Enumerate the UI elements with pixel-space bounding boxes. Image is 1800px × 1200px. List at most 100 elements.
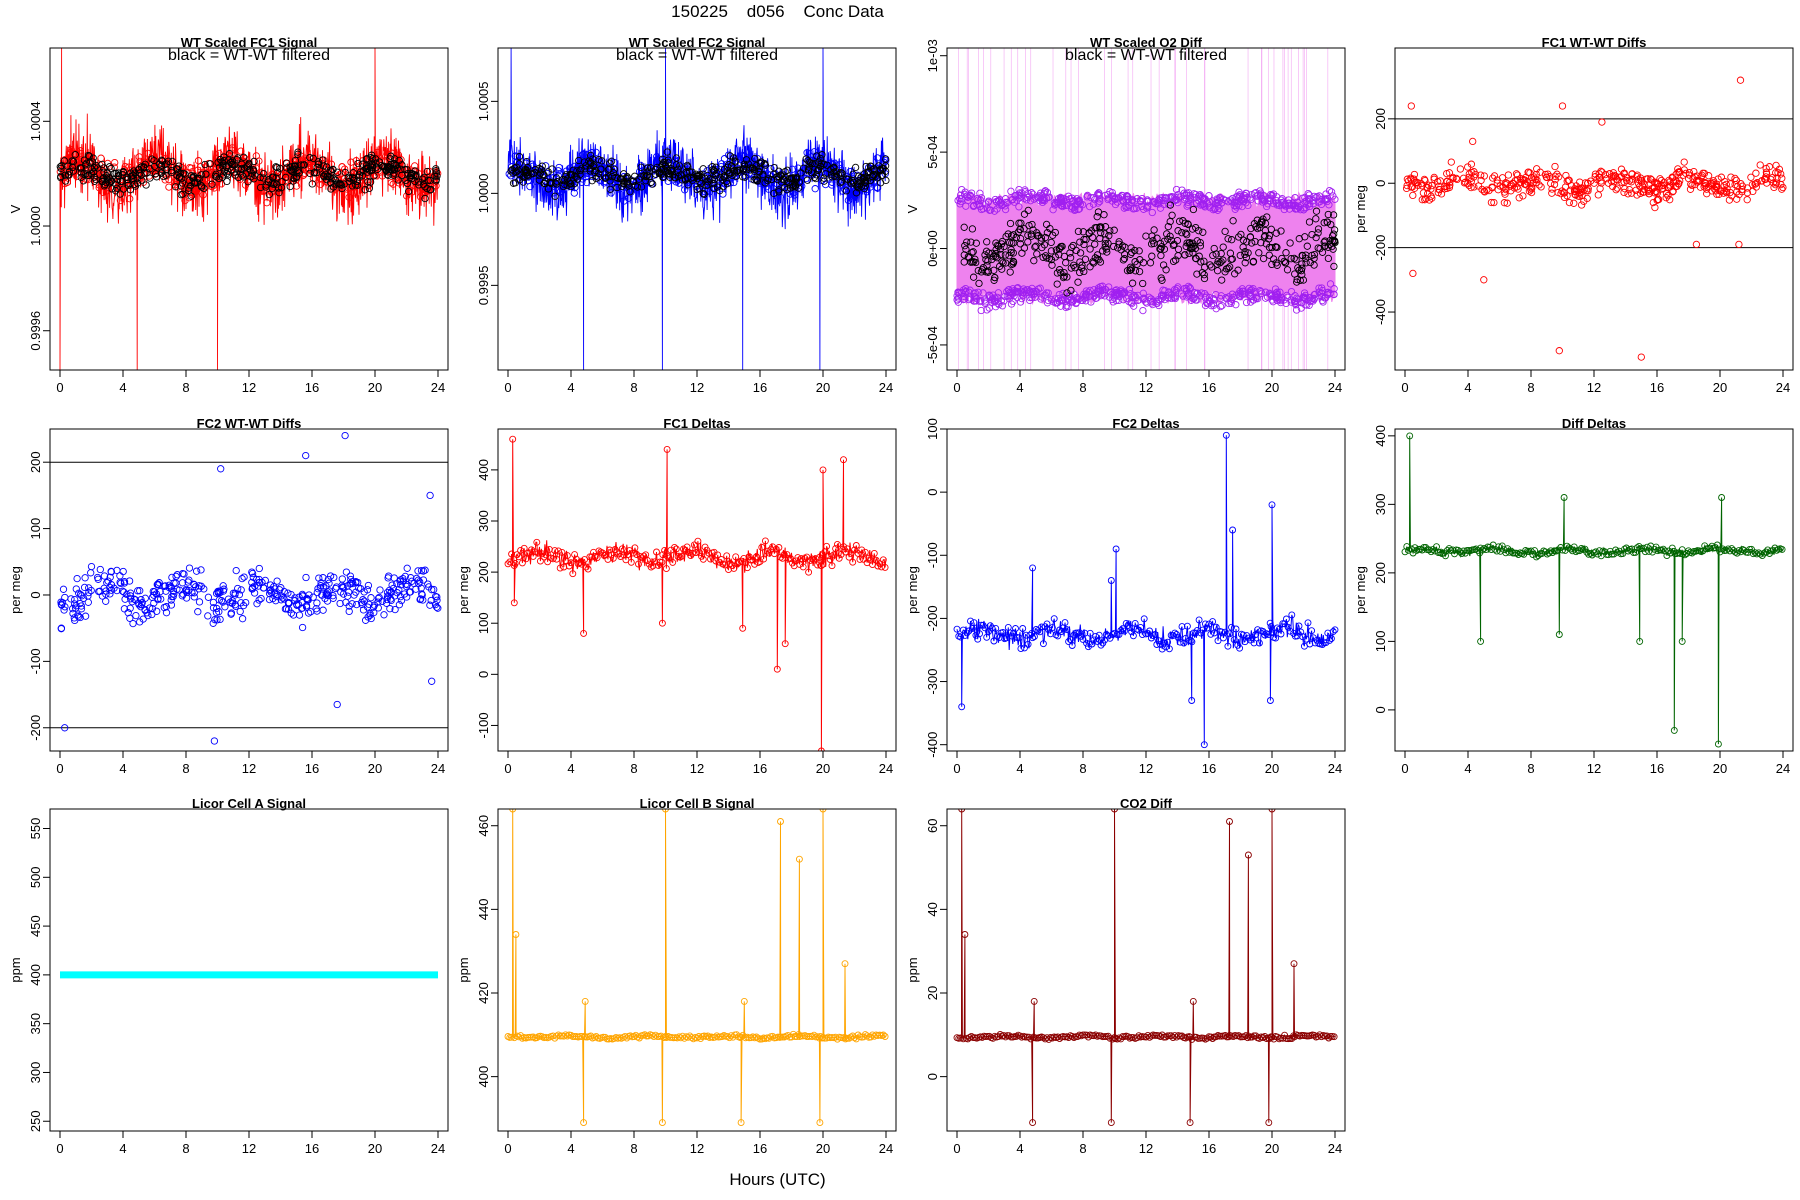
- data-point: [1073, 293, 1081, 302]
- data-point: [760, 555, 768, 563]
- data-point: [1505, 548, 1513, 556]
- data-point: [598, 157, 606, 165]
- data-point: [255, 157, 263, 165]
- y-tick-label: -400: [1373, 299, 1388, 325]
- data-point: [811, 159, 819, 168]
- data-point: [805, 158, 814, 166]
- data-point: [340, 180, 348, 188]
- data-point: [964, 253, 973, 261]
- data-point: [553, 555, 561, 563]
- y-tick-label: 100: [476, 612, 491, 634]
- y-tick-label: -200: [925, 605, 940, 631]
- data-point: [617, 553, 624, 560]
- data-point: [1299, 633, 1307, 641]
- data-point: [212, 173, 221, 181]
- data-point: [229, 589, 238, 597]
- data-point: [1547, 179, 1555, 188]
- data-point: [1117, 246, 1125, 254]
- data-point: [1043, 620, 1051, 628]
- data-point: [234, 165, 242, 173]
- data-point: [150, 162, 159, 171]
- data-point: [1205, 198, 1214, 206]
- data-point: [338, 575, 346, 583]
- data-point: [1214, 637, 1222, 645]
- data-point: [562, 171, 570, 179]
- data-point: [732, 553, 740, 561]
- data-point: [1163, 230, 1171, 238]
- chart-annotation: black = WT-WT filtered: [616, 47, 778, 64]
- data-point: [1229, 217, 1237, 225]
- data-point: [640, 172, 648, 180]
- data-point: [653, 548, 660, 556]
- data-point: [1004, 230, 1012, 238]
- data-point: [1312, 215, 1320, 223]
- data-point: [799, 563, 807, 571]
- data-point: [370, 172, 378, 180]
- data-point: [1314, 225, 1323, 233]
- data-point: [818, 151, 826, 159]
- data-point: [1226, 263, 1234, 271]
- data-point: [597, 165, 605, 173]
- data-point: [382, 599, 391, 607]
- data-point: [640, 552, 648, 560]
- data-point: [1460, 547, 1467, 555]
- data-point: [1182, 229, 1190, 237]
- data-point: [1051, 295, 1059, 303]
- data-point: [992, 250, 1000, 258]
- data-point: [751, 560, 759, 568]
- data-point: [1200, 274, 1209, 283]
- data-point: [424, 176, 432, 184]
- data-point: [1477, 176, 1485, 185]
- data-point: [1019, 291, 1027, 300]
- data-point: [391, 605, 399, 614]
- data-point: [1440, 185, 1449, 193]
- data-point: [1305, 191, 1313, 199]
- data-point: [1018, 189, 1026, 197]
- data-point: [1231, 270, 1239, 278]
- data-point: [1733, 182, 1742, 191]
- data-point: [1181, 219, 1189, 227]
- data-point: [1266, 697, 1274, 704]
- data-point: [174, 183, 182, 191]
- data-point: [508, 550, 516, 558]
- data-point: [1188, 638, 1196, 646]
- data-point: [1653, 196, 1661, 204]
- data-point: [1280, 257, 1288, 266]
- data-point: [282, 176, 290, 184]
- data-point: [1015, 634, 1023, 642]
- data-point: [1277, 227, 1285, 235]
- data-point: [589, 155, 597, 163]
- data-point: [1636, 637, 1644, 645]
- data-point: [136, 587, 144, 595]
- data-point: [1658, 546, 1665, 554]
- data-point: [602, 551, 610, 559]
- data-point: [812, 174, 820, 183]
- data-point: [1082, 290, 1090, 298]
- data-point: [877, 171, 886, 180]
- data-point: [1590, 179, 1598, 187]
- data-point: [1555, 631, 1563, 638]
- data-point: [1257, 194, 1266, 202]
- data-point: [1257, 239, 1265, 247]
- data-point: [1558, 187, 1566, 195]
- data-point: [1224, 235, 1232, 243]
- data-point: [319, 606, 327, 614]
- data-point: [1078, 201, 1087, 209]
- data-point: [1329, 245, 1337, 253]
- data-point: [1135, 267, 1144, 276]
- data-point: [1305, 301, 1313, 309]
- data-point: [665, 169, 673, 177]
- data-point: [251, 582, 259, 590]
- data-point: [1318, 196, 1326, 204]
- data-point: [314, 160, 323, 168]
- data-point: [152, 590, 161, 598]
- data-point: [633, 551, 641, 558]
- data-point: [1265, 289, 1274, 297]
- data-point: [1239, 631, 1247, 639]
- data-point: [1682, 169, 1690, 178]
- data-point: [651, 558, 659, 566]
- data-point: [195, 598, 204, 606]
- data-point: [108, 185, 116, 193]
